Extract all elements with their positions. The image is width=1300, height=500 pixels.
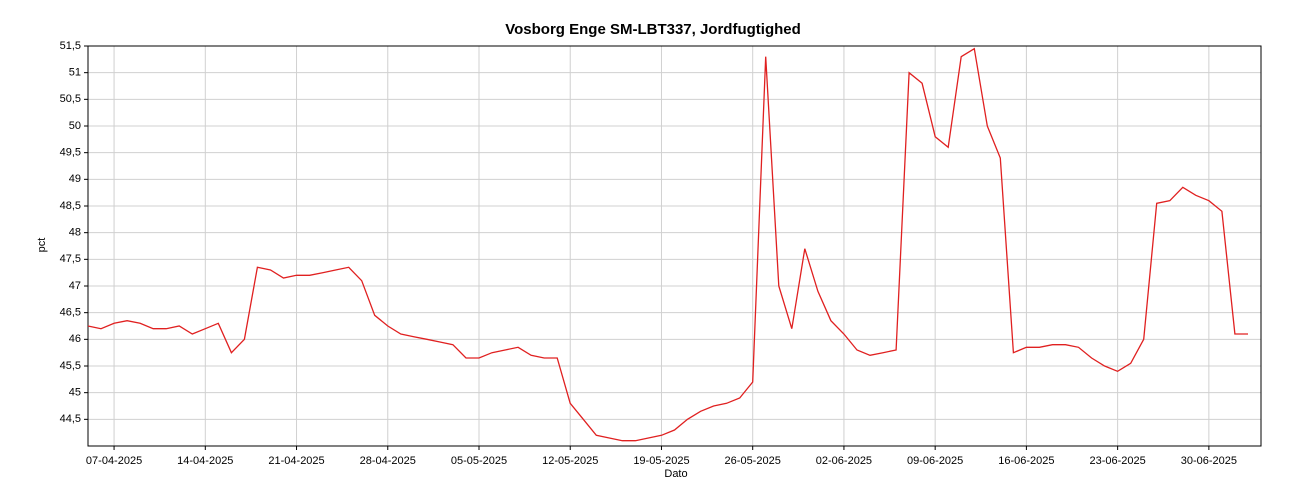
x-axis-label: Dato [664,468,687,480]
y-tick-label: 45 [69,387,81,399]
x-tick-label: 30-06-2025 [1181,455,1237,467]
x-tick-label: 09-06-2025 [907,455,963,467]
y-tick-label: 49,5 [60,147,81,159]
y-tick-label: 48,5 [60,200,81,212]
x-tick-label: 19-05-2025 [633,455,689,467]
data-line [87,47,1248,442]
y-axis-label: pct [36,238,48,253]
y-tick-label: 47 [69,280,81,292]
x-tick-label: 28-04-2025 [360,455,416,467]
x-tick-label: 23-06-2025 [1089,455,1145,467]
x-tick-label: 14-04-2025 [177,455,233,467]
y-tick-label: 44,5 [60,413,81,425]
y-tick-label: 48 [69,227,81,239]
y-tick-label: 46,5 [60,307,81,319]
y-tick-label: 45,5 [60,360,81,372]
x-tick-label: 07-04-2025 [86,455,142,467]
y-tick-label: 51,5 [60,40,81,52]
y-tick-label: 46 [69,333,81,345]
x-tick-label: 05-05-2025 [451,455,507,467]
chart-title: Vosborg Enge SM-LBT337, Jordfugtighed [505,21,801,38]
x-tick-label: 16-06-2025 [998,455,1054,467]
y-tick-label: 50,5 [60,93,81,105]
x-tick-label: 02-06-2025 [816,455,872,467]
y-tick-label: 49 [69,173,81,185]
y-tick-label: 47,5 [60,253,81,265]
x-tick-label: 12-05-2025 [542,455,598,467]
y-tick-label: 51 [69,67,81,79]
x-tick-label: 26-05-2025 [725,455,781,467]
y-tick-label: 50 [69,120,81,132]
x-tick-label: 21-04-2025 [268,455,324,467]
plot-frame [87,45,1262,447]
